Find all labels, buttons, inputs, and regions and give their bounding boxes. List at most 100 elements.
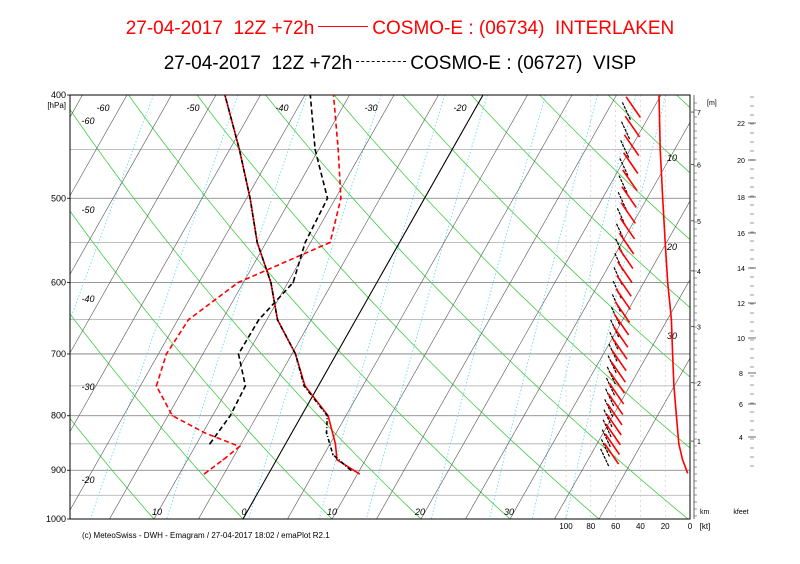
- temp-tick-label-left: -30: [81, 382, 94, 392]
- km-scale: 7 6 5 4 3 2 1 [m] km: [691, 95, 717, 519]
- wind-barb-visp: [600, 438, 611, 457]
- series-point: [332, 95, 335, 96]
- title-visp-date: 27-04-2017: [163, 53, 261, 74]
- series-point: [666, 281, 669, 284]
- temp-tick-label-bottom: -20: [81, 475, 94, 485]
- wind-barb-interlaken: [616, 275, 632, 297]
- series-line: [658, 95, 689, 474]
- temp-tick-label-bottom: 20: [414, 507, 425, 517]
- series-point: [671, 353, 674, 355]
- dry-adiabat: [470, 95, 690, 309]
- series-point: [673, 385, 675, 387]
- wind-barb-interlaken: [606, 413, 622, 436]
- title-visp: 27-04-2017 12Z +72h COSMO-E : (06727) VIS…: [0, 53, 800, 75]
- wind-barb-visp: [617, 191, 627, 210]
- series-point: [659, 148, 661, 151]
- dry-adiabat: [70, 210, 333, 519]
- series-point: [294, 353, 297, 355]
- wind-barb-visp: [614, 252, 624, 271]
- pressure-unit-label: [hPa]: [47, 101, 66, 110]
- wind-barb-interlaken: [609, 371, 626, 394]
- series-point: [237, 281, 239, 284]
- wind-barb-interlaken: [614, 301, 631, 323]
- series-line: [224, 95, 352, 471]
- series-point: [675, 414, 678, 417]
- isotherm: [420, 95, 662, 519]
- kfeet-axis-label: kfeet: [733, 509, 748, 516]
- km-unit-label: [m]: [707, 100, 717, 107]
- wind-barb-interlaken: [624, 115, 641, 138]
- mixing-ratio-line: [489, 95, 599, 519]
- wind-barb-visp: [602, 419, 612, 438]
- series-point: [238, 445, 241, 448]
- zero-isotherm: [242, 95, 484, 519]
- wind-tick-label: 80: [586, 522, 595, 531]
- kfeet-tick-label: 22: [737, 121, 745, 128]
- km-tick-label: 3: [697, 325, 701, 332]
- temp-tick-label-top: -20: [453, 103, 466, 113]
- wind-barb-interlaken: [625, 96, 642, 119]
- km-tick-label: 4: [697, 269, 701, 276]
- isotherm: [554, 279, 690, 519]
- temp-tick-label-left: -50: [81, 205, 94, 215]
- title-interlaken-model: COSMO-E : (06734): [372, 18, 545, 39]
- series-point: [237, 353, 240, 355]
- series-line: [209, 95, 329, 445]
- series-point: [276, 318, 279, 321]
- series-point: [187, 318, 190, 321]
- temp-tick-label-top: -40: [275, 103, 288, 113]
- mixing-ratio-line: [166, 95, 308, 519]
- kfeet-tick-label: 20: [737, 158, 745, 165]
- wind-barb-visp: [618, 174, 628, 194]
- temp-tick-label-bottom: 30: [504, 507, 514, 517]
- wind-barb-interlaken: [622, 169, 638, 192]
- dry-adiabat: [196, 95, 600, 519]
- series-point: [678, 443, 680, 445]
- series-point: [165, 353, 168, 355]
- wind-barb-interlaken: [619, 217, 636, 240]
- isotherm: [0, 95, 38, 519]
- wind-barb-interlaken: [612, 337, 628, 360]
- pressure-tick-label: 500: [51, 193, 66, 203]
- isotherm: [109, 95, 350, 519]
- dry-adiabat: [539, 95, 690, 241]
- isotherm: [70, 95, 217, 354]
- km-tick-label: 2: [697, 381, 701, 388]
- temp-tick-label-bottom: 10: [327, 507, 337, 517]
- wind-tick-label: 20: [661, 522, 670, 531]
- wind-barb-visp: [616, 207, 626, 226]
- footer-credit: (c) MeteoSwiss - DWH - Emagram / 27-04-2…: [82, 531, 330, 540]
- series-point: [340, 197, 342, 200]
- series-point: [229, 414, 231, 417]
- isotherm: [70, 95, 128, 197]
- series-point: [334, 443, 337, 445]
- wind-barb-interlaken: [607, 393, 624, 416]
- dry-adiabat: [70, 108, 422, 519]
- mixing-ratio-line: [90, 95, 239, 519]
- wind-barb-visp: [603, 409, 613, 428]
- dry-adiabat: [70, 417, 155, 519]
- wind-barb-interlaken: [604, 433, 621, 456]
- wind-barb-interlaken: [603, 442, 620, 465]
- series-point: [670, 318, 673, 321]
- wind-barb-interlaken: [621, 186, 637, 208]
- series-point: [686, 472, 689, 474]
- temp-tick-label-left: -60: [81, 116, 94, 126]
- wind-barb-interlaken: [612, 326, 629, 348]
- title-visp-model: COSMO-E : (06727): [410, 53, 583, 74]
- kfeet-tick-label: 14: [737, 266, 745, 273]
- pressure-tick-label: 600: [51, 278, 66, 288]
- wind-barb-visp: [621, 101, 631, 120]
- dry-adiabat: [402, 95, 690, 378]
- kfeet-tick-label: 10: [737, 336, 745, 343]
- wind-barb-interlaken: [608, 382, 625, 405]
- isotherm: [70, 95, 306, 511]
- wind-tick-label: 60: [611, 522, 620, 531]
- kfeet-tick-label: 18: [737, 195, 745, 202]
- series-point: [303, 385, 305, 387]
- wind-barbs-layer: [599, 96, 642, 467]
- series-point: [314, 148, 316, 151]
- km-tick-label: 1: [697, 439, 701, 446]
- isotherm: [331, 95, 573, 519]
- temp-tick-label-left: -40: [81, 294, 94, 304]
